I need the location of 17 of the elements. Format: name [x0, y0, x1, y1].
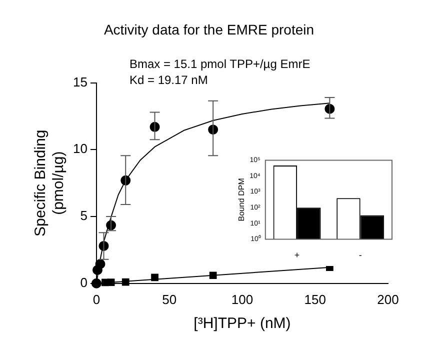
y-tick-label: 0 [80, 274, 88, 290]
x-tick-label: 150 [304, 292, 326, 307]
y-tick-label: 10 [72, 141, 88, 156]
x-tick-label: 200 [377, 292, 399, 307]
x-tick-label: 0 [92, 292, 100, 307]
y-axis-title: Specific Binding (pmol/µg) [32, 130, 68, 236]
text: Bmax = 15.1 pmol TPP+/µg EmrE [129, 57, 310, 72]
y-axis-title: Bound DPM [237, 178, 246, 222]
x-tick-label: 50 [162, 292, 177, 307]
x-tick-label: - [358, 250, 362, 260]
x-axis-title: [³H]TPP+ (nM) [194, 315, 291, 332]
chart-title: Activity data for the EMRE protein [104, 21, 314, 38]
x-tick-label: 100 [231, 292, 254, 307]
y-tick-label: 5 [80, 208, 88, 224]
annotation: Kd = 19.17 nM [129, 73, 208, 88]
y-tick-label: 15 [72, 74, 88, 90]
x-tick-label: + [294, 250, 300, 260]
